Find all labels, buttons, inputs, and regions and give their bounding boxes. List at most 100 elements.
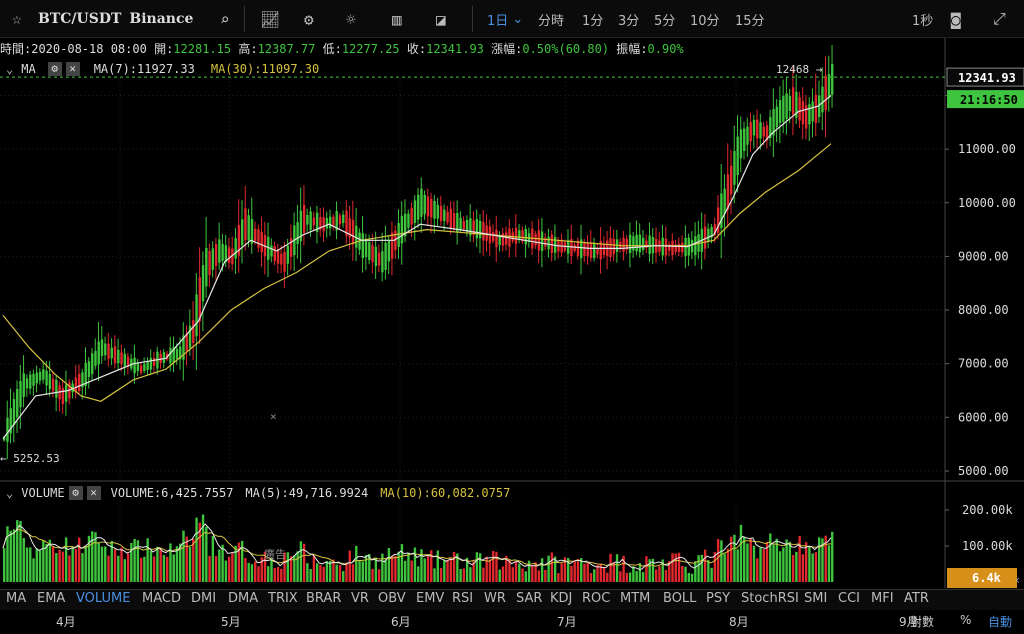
high-label: 高:: [238, 42, 258, 56]
candle: [580, 239, 583, 259]
candle: [117, 349, 120, 364]
volume-bar: [619, 571, 622, 582]
candle: [139, 365, 143, 373]
candle: [237, 224, 241, 256]
tf-timeline[interactable]: 分時: [538, 13, 565, 29]
candle: [703, 226, 707, 249]
volume-bar: [71, 546, 74, 582]
ma-close-icon[interactable]: ✕: [65, 62, 80, 76]
volume-bar: [426, 555, 430, 582]
tf-5m[interactable]: 5分: [654, 13, 676, 29]
indicator-tab-ema[interactable]: EMA: [37, 591, 66, 606]
candle: [638, 234, 642, 253]
tf-1s[interactable]: 1秒: [912, 13, 934, 29]
collapse-icon[interactable]: ⌄: [6, 486, 14, 500]
volume-bar: [159, 547, 162, 582]
volume-bar: [91, 531, 94, 582]
indicator-tab-boll[interactable]: BOLL: [663, 591, 697, 606]
chart-type-icon[interactable]: ◪: [436, 9, 446, 29]
indicator-tab-wr[interactable]: WR: [484, 591, 506, 606]
candle: [439, 205, 443, 222]
volume-bar: [518, 563, 521, 582]
candle: [478, 220, 482, 239]
tf-1d[interactable]: 1日 ⌄: [487, 11, 524, 29]
tf-10m[interactable]: 10分: [690, 13, 720, 29]
indicator-tab-rsi[interactable]: RSI: [452, 591, 474, 606]
indicator-tab-cci[interactable]: CCI: [838, 591, 860, 606]
indicator-tab-atr[interactable]: ATR: [904, 591, 929, 606]
indicator-tab-dma[interactable]: DMA: [228, 591, 259, 606]
fullscreen-icon[interactable]: ⤢: [993, 9, 1006, 28]
indicator-tab-volume[interactable]: VOLUME: [76, 591, 131, 606]
indicator-tab-trix[interactable]: TRIX: [268, 591, 298, 606]
candle: [726, 174, 730, 210]
collapse-icon[interactable]: ⌄: [6, 62, 14, 76]
indicator-tab-roc[interactable]: ROC: [582, 591, 611, 606]
indicator-tab-macd[interactable]: MACD: [142, 591, 181, 606]
candle: [188, 325, 192, 348]
candle: [136, 363, 140, 372]
close-value: 12341.93: [426, 42, 484, 56]
indicator-tab-kdj[interactable]: KDJ: [550, 591, 573, 606]
ma-settings-icon[interactable]: ⚙: [47, 62, 62, 76]
price-tick-label: 11000.00: [958, 142, 1016, 156]
percent-scale-button[interactable]: %: [960, 613, 972, 627]
candle: [400, 215, 404, 244]
log-scale-button[interactable]: 對數: [910, 615, 935, 629]
candle: [42, 369, 45, 380]
candle: [482, 222, 485, 241]
indicator-tab-mfi[interactable]: MFI: [871, 591, 894, 606]
volume-bar: [25, 547, 29, 582]
symbol-label[interactable]: BTC/USDT: [38, 10, 122, 27]
tf-15m[interactable]: 15分: [735, 13, 765, 29]
candle: [227, 247, 231, 263]
indicator-tab-vr[interactable]: VR: [351, 591, 369, 606]
candle: [61, 387, 65, 404]
volume-bar: [570, 565, 573, 582]
volume-bar: [765, 541, 769, 582]
indicator-tab-psy[interactable]: PSY: [706, 591, 731, 606]
theme-icon[interactable]: ☼: [346, 9, 356, 29]
tf-3m[interactable]: 3分: [618, 13, 640, 29]
indicator-tab-sar[interactable]: SAR: [516, 591, 543, 606]
candle: [677, 243, 681, 253]
candlestick-chart[interactable]: 12000.0011000.0010000.009000.008000.0070…: [0, 0, 1024, 588]
tf-1m[interactable]: 1分: [582, 13, 604, 29]
camera-icon[interactable]: ◙: [951, 9, 961, 29]
volume-bar: [166, 556, 169, 582]
price-tick-label: 6000.00: [958, 410, 1009, 424]
volume-bar: [358, 560, 361, 582]
settings-icon[interactable]: ⚙: [304, 9, 314, 29]
candle: [110, 347, 113, 359]
indicator-tab-dmi[interactable]: DMI: [191, 591, 217, 606]
volume-bar: [172, 554, 175, 582]
indicator-tab-obv[interactable]: OBV: [378, 591, 406, 606]
candle: [720, 193, 723, 229]
volume-bar: [113, 549, 117, 582]
volume-bar: [690, 573, 694, 582]
indicators-icon[interactable]: 📈︎: [260, 9, 281, 29]
indicator-tab-ma[interactable]: MA: [6, 591, 27, 606]
star-icon[interactable]: ☆: [12, 9, 22, 28]
volume-settings-icon[interactable]: ⚙: [68, 486, 83, 500]
volume-bar: [478, 553, 482, 582]
indicator-tab-mtm[interactable]: MTM: [620, 591, 651, 606]
exchange-label: Binance: [129, 10, 194, 27]
volume-close-icon[interactable]: ✕: [86, 486, 101, 500]
indicator-tab-stochrsi[interactable]: StochRSI: [741, 591, 799, 606]
search-icon[interactable]: ⌕: [220, 9, 230, 29]
indicator-tab-smi[interactable]: SMI: [804, 591, 828, 606]
candle: [195, 294, 198, 337]
candle: [645, 240, 648, 249]
volume-bar: [254, 561, 257, 582]
compare-icon[interactable]: ▥: [392, 9, 402, 29]
indicator-tab-emv[interactable]: EMV: [416, 591, 445, 606]
open-label: 開:: [154, 42, 174, 56]
indicator-tab-brar[interactable]: BRAR: [306, 591, 342, 606]
volume-bar: [527, 560, 531, 582]
volume-current-tag: [947, 568, 1017, 588]
auto-scale-button[interactable]: 自動: [988, 615, 1013, 629]
volume-bar: [231, 552, 234, 582]
candle: [733, 151, 736, 185]
volume-bar: [22, 537, 25, 582]
